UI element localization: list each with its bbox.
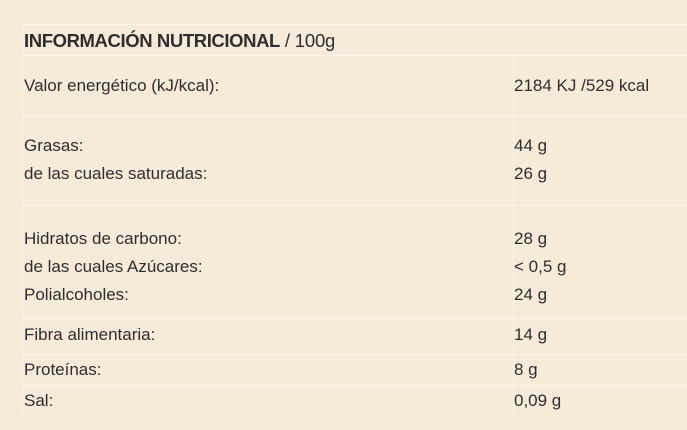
row-label: Fibra alimentaria: xyxy=(24,325,156,344)
row-value: 24 g xyxy=(514,285,548,304)
row-label: Polialcoholes: xyxy=(24,285,129,304)
row-label: Grasas: xyxy=(24,136,84,155)
row-value: 0,09 g xyxy=(514,391,562,410)
row-value: 28 g xyxy=(514,229,548,248)
row-label: de las cuales saturadas: xyxy=(24,164,208,183)
title-unit: / 100g xyxy=(279,30,336,51)
table-row: Grasas: 44 g de las cuales saturadas: 26… xyxy=(23,115,687,206)
table-row: Proteínas: 8 g xyxy=(23,354,687,386)
row-label: Valor energético (kJ/kcal): xyxy=(24,76,220,95)
row-value: 8 g xyxy=(514,360,538,379)
table-title: INFORMACIÓN NUTRICIONAL / 100g xyxy=(24,31,335,51)
table-header-row: INFORMACIÓN NUTRICIONAL / 100g xyxy=(23,24,687,56)
nutrition-table: INFORMACIÓN NUTRICIONAL / 100g Valor ene… xyxy=(22,24,687,414)
row-label: Sal: xyxy=(24,391,54,410)
column-divider xyxy=(513,55,514,414)
title-text: INFORMACIÓN NUTRICIONAL xyxy=(24,30,280,51)
table-row: Hidratos de carbono: 28 g de las cuales … xyxy=(23,205,687,319)
table-row: Sal: 0,09 g xyxy=(23,385,687,415)
row-value: 14 g xyxy=(514,325,548,344)
row-value: 26 g xyxy=(514,164,548,183)
row-label: Proteínas: xyxy=(24,360,102,379)
row-label: de las cuales Azúcares: xyxy=(24,257,203,276)
table-row: Valor energético (kJ/kcal): 2184 KJ /529… xyxy=(23,55,687,116)
row-label: Hidratos de carbono: xyxy=(24,229,182,248)
table-row: Fibra alimentaria: 14 g xyxy=(23,318,687,355)
row-value: 44 g xyxy=(514,136,548,155)
row-value: < 0,5 g xyxy=(514,257,567,276)
row-value: 2184 KJ /529 kcal xyxy=(514,76,650,95)
